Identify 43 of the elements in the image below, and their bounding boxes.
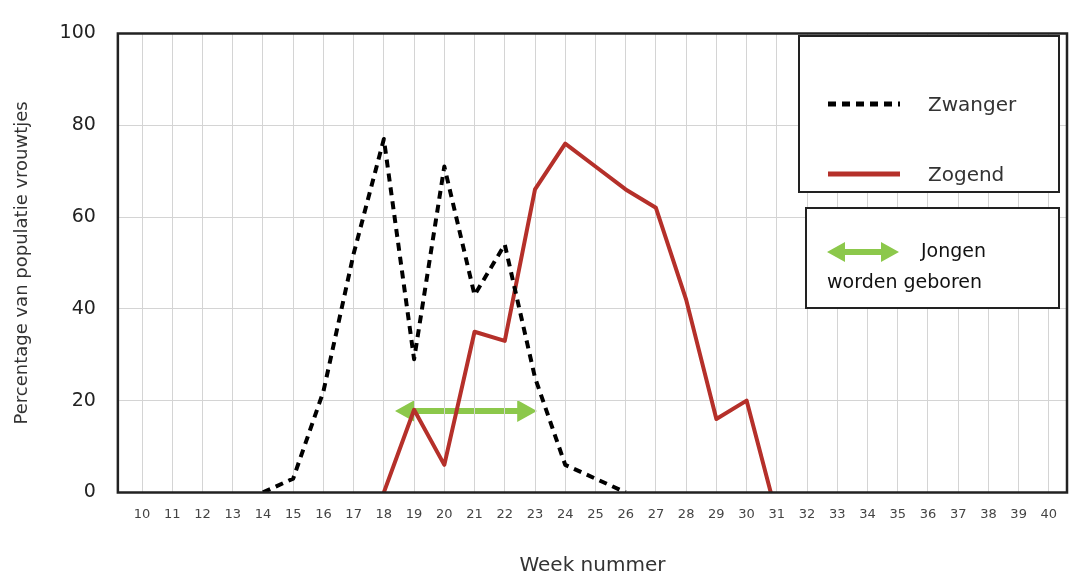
x-tick-label: 18 [375, 505, 393, 521]
y-tick-label: 60 [71, 203, 96, 226]
legend-label: Zwanger [928, 92, 1017, 116]
annotation: Jongen worden geboren [827, 239, 987, 292]
x-tick-label: 15 [284, 505, 302, 521]
y-tick-label: 40 [71, 295, 96, 318]
y-axis-title: Percentage van populatie vrouwtjes [10, 101, 32, 425]
x-tick-label: 24 [556, 505, 574, 521]
x-tick-label: 28 [677, 505, 695, 521]
y-tick-label: 100 [59, 20, 96, 43]
y-tick-label: 80 [71, 112, 96, 135]
x-tick-label: 20 [436, 505, 453, 521]
x-tick-label: 32 [798, 505, 816, 521]
x-tick-label: 26 [617, 505, 634, 521]
x-tick-label: 23 [526, 505, 544, 521]
x-tick-label: 10 [133, 505, 151, 521]
x-tick-label: 21 [466, 505, 483, 521]
x-tick-label: 25 [587, 505, 604, 521]
x-tick-label: 14 [254, 505, 272, 521]
x-tick-label: 19 [405, 505, 423, 521]
y-tick-label: 20 [71, 387, 96, 410]
x-tick-label: 37 [949, 505, 967, 521]
x-tick-label: 38 [980, 505, 997, 521]
x-tick-label: 33 [829, 505, 846, 521]
x-tick-label: 17 [345, 505, 362, 521]
x-tick-label: 40 [1040, 505, 1058, 521]
x-tick-label: 12 [194, 505, 211, 521]
x-tick-label: 11 [164, 505, 181, 521]
x-tick-label: 35 [889, 505, 906, 521]
x-axis-title: Week nummer [519, 552, 667, 577]
x-tick-label: 30 [738, 505, 755, 521]
x-tick-label: 29 [708, 505, 725, 521]
x-tick-label: 13 [224, 505, 241, 521]
x-tick-label: 16 [315, 505, 332, 521]
y-tick-label: 0 [83, 479, 96, 502]
note-box: Jongen worden geboren [805, 207, 1060, 309]
x-tick-label: 31 [768, 505, 786, 521]
x-tick-label: 39 [1010, 505, 1027, 521]
x-tick-label: 34 [859, 505, 876, 521]
x-tick-label: 22 [496, 505, 514, 521]
x-tick-label: 36 [919, 505, 937, 521]
x-tick-label: 27 [647, 505, 665, 521]
legend-label: Zogend [928, 162, 1005, 186]
